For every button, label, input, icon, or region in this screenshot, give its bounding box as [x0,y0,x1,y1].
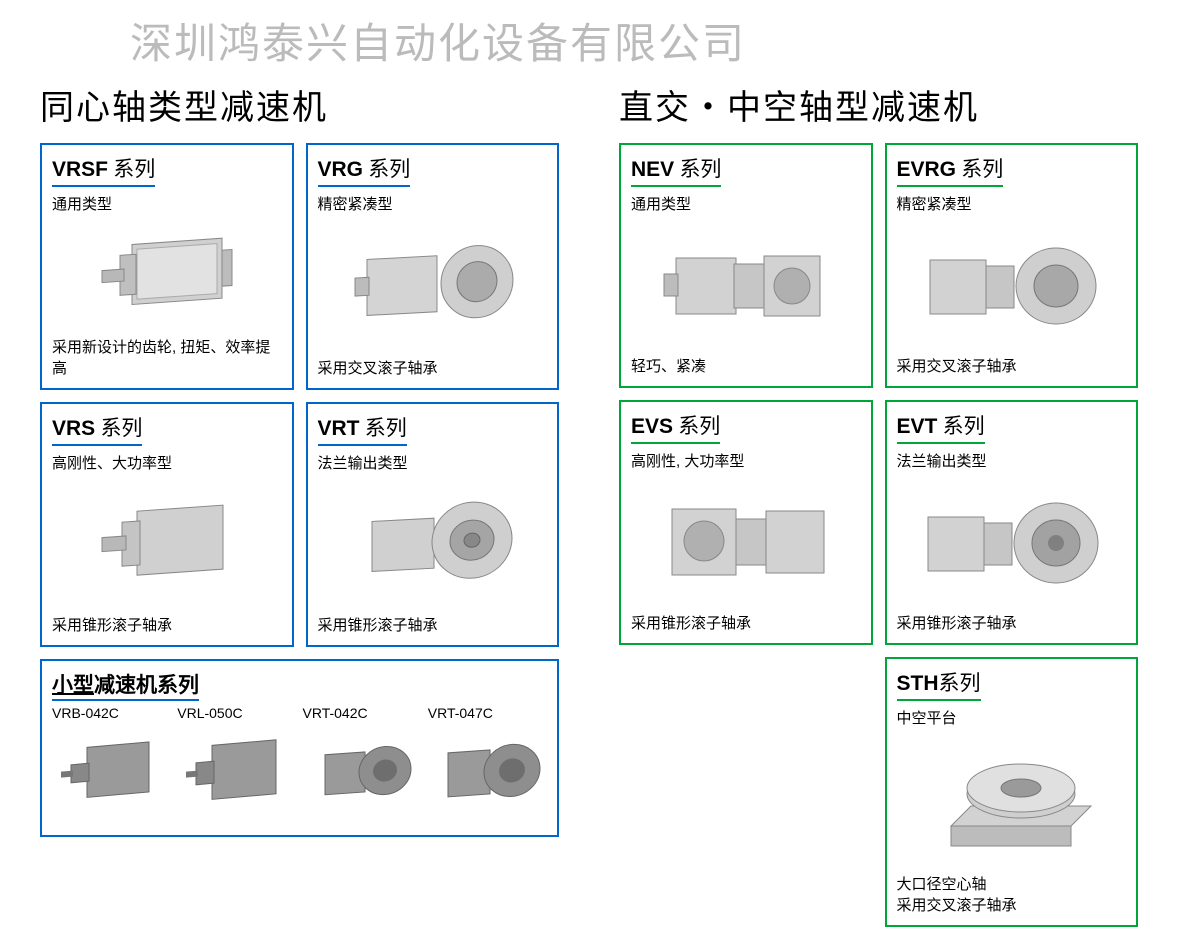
series-code: EVT [897,415,938,438]
card-title: VRG 系列 [318,153,411,187]
gearbox-icon [906,487,1116,597]
series-suffix: 系列 [363,157,410,181]
card-desc: 采用锥形滚子轴承 [318,614,548,635]
card-desc: 采用交叉滚子轴承 [897,355,1127,376]
card-desc: 采用交叉滚子轴承 [318,357,548,378]
card-title: NEV 系列 [631,153,721,187]
card-subtitle: 通用类型 [631,193,861,214]
series-suffix: 系列 [95,416,142,440]
left-grid: VRSF 系列 通用类型 采用新设计的齿轮, 扭矩、效率提高 [40,143,559,837]
product-image [52,479,282,608]
card-vrsf: VRSF 系列 通用类型 采用新设计的齿轮, 扭矩、效率提高 [40,143,294,390]
right-section-title: 直交・中空轴型减速机 [619,80,1138,129]
mini-label: VRL-050C [177,705,296,721]
gearbox-icon [906,230,1116,340]
series-suffix: 系列 [360,416,407,440]
mini-image [52,725,171,825]
left-column: 同心轴类型减速机 VRSF 系列 通用类型 [40,80,559,927]
card-title: 小型减速机系列 [52,669,199,701]
main-content: 同心轴类型减速机 VRSF 系列 通用类型 [0,0,1178,927]
product-image [318,220,548,351]
product-image [631,220,861,349]
card-evrg: EVRG 系列 精密紧凑型 采用交叉滚子轴承 [885,143,1139,388]
card-subtitle: 法兰输出类型 [318,452,548,473]
mini-vrt042c: VRT-042C [303,705,422,825]
right-grid: NEV 系列 通用类型 轻巧、紧凑 [619,143,1138,927]
series-code: VRS [52,417,95,440]
product-image [897,477,1127,606]
card-desc: 大口径空心轴 采用交叉滚子轴承 [897,873,1127,915]
series-code: VRG [318,158,364,181]
gearbox-icon [337,231,527,341]
mini-vrl050c: VRL-050C [177,705,296,825]
card-title: VRT 系列 [318,412,407,446]
card-title: EVT 系列 [897,410,985,444]
series-suffix: 系列 [956,157,1003,181]
gearbox-icon [82,489,252,599]
card-evt: EVT 系列 法兰输出类型 采用锥形滚子轴承 [885,400,1139,645]
gearbox-icon [646,230,846,340]
card-subtitle: 中空平台 [897,707,1127,728]
card-subtitle: 通用类型 [52,193,282,214]
card-vrs: VRS 系列 高刚性、大功率型 采用锥形滚子轴承 [40,402,294,647]
series-code: NEV [631,158,674,181]
mini-label: VRT-047C [428,705,547,721]
product-image [897,734,1127,867]
card-subtitle: 高刚性, 大功率型 [631,450,861,471]
gearbox-icon [342,489,522,599]
series-code: VRSF [52,158,108,181]
card-desc: 采用锥形滚子轴承 [897,612,1127,633]
mini-label: VRT-042C [303,705,422,721]
mini-vrb042c: VRB-042C [52,705,171,825]
mini-image [177,725,296,825]
left-section-title: 同心轴类型减速机 [40,80,559,129]
product-image [318,479,548,608]
right-column: 直交・中空轴型减速机 NEV 系列 通用类型 [619,80,1138,927]
gearbox-icon [911,736,1111,866]
card-title: STH系列 [897,667,981,701]
card-subtitle: 精密紧凑型 [318,193,548,214]
card-evs: EVS 系列 高刚性, 大功率型 采用锥形滚子轴承 [619,400,873,645]
small-items-row: VRB-042C VRL-050C VRT-042C [52,705,547,825]
mini-label: VRB-042C [52,705,171,721]
card-desc: 采用锥形滚子轴承 [52,614,282,635]
product-image [897,220,1127,349]
card-subtitle: 法兰输出类型 [897,450,1127,471]
card-desc: 采用锥形滚子轴承 [631,612,861,633]
series-code: EVS [631,415,673,438]
series-suffix: 系列 [673,414,720,438]
series-suffix: 系列 [108,157,155,181]
small-title-rest: 减速机系列 [94,674,199,697]
card-desc: 轻巧、紧凑 [631,355,861,376]
product-image [631,477,861,606]
gearbox-icon [646,487,846,597]
series-suffix: 系列 [674,157,721,181]
card-desc: 采用新设计的齿轮, 扭矩、效率提高 [52,336,282,378]
series-suffix: 系列 [937,414,984,438]
card-title: EVS 系列 [631,410,720,444]
mini-image [428,725,547,825]
card-title: EVRG 系列 [897,153,1004,187]
gearbox-icon [82,220,252,330]
series-code: VRT [318,417,360,440]
small-title-bold: 小型 [52,674,94,697]
card-vrg: VRG 系列 精密紧凑型 采用交叉滚子轴承 [306,143,560,390]
product-image [52,220,282,330]
card-small-series: 小型减速机系列 VRB-042C VRL-050C [40,659,559,837]
series-code: STH [897,672,939,695]
mini-vrt047c: VRT-047C [428,705,547,825]
card-title: VRS 系列 [52,412,142,446]
card-sth: STH系列 中空平台 大口径空心轴 采用交叉滚子轴承 [885,657,1139,927]
card-nev: NEV 系列 通用类型 轻巧、紧凑 [619,143,873,388]
card-subtitle: 精密紧凑型 [897,193,1127,214]
card-vrt: VRT 系列 法兰输出类型 采用锥形滚子轴承 [306,402,560,647]
series-code: EVRG [897,158,957,181]
card-title: VRSF 系列 [52,153,155,187]
series-suffix: 系列 [939,671,981,695]
mini-image [303,725,422,825]
card-subtitle: 高刚性、大功率型 [52,452,282,473]
